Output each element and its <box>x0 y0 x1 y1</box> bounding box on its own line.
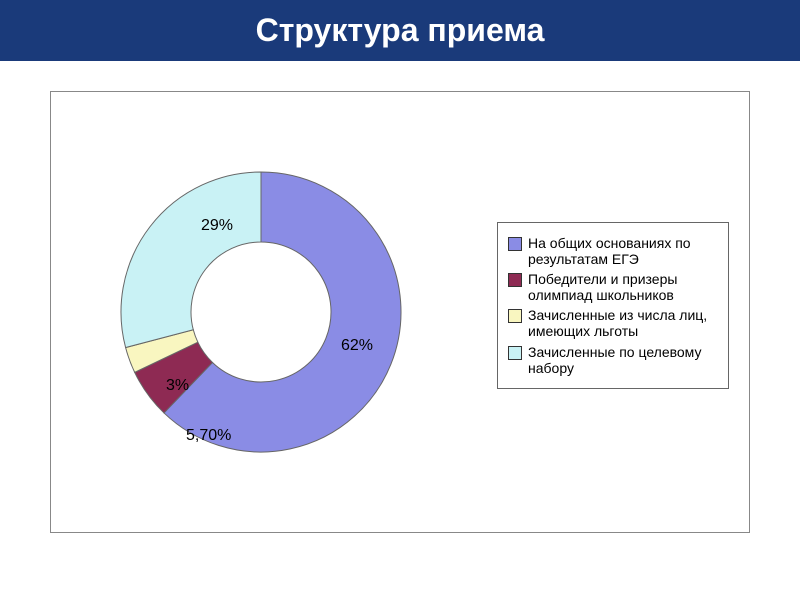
slice-label: 3% <box>166 377 189 395</box>
slice-label: 5,70% <box>186 427 231 445</box>
page-header: Структура приема <box>0 0 800 61</box>
legend-swatch <box>508 346 522 360</box>
donut-area: 62% 5,70% 3% 29% <box>51 92 471 532</box>
legend-item: На общих основаниях по результатам ЕГЭ <box>508 235 718 267</box>
slice-label: 29% <box>201 217 233 235</box>
legend-item: Зачисленные из числа лиц, имеющих льготы <box>508 307 718 339</box>
chart-container: 62% 5,70% 3% 29% На общих основаниях по рез… <box>50 91 750 533</box>
legend-item: Победители и призеры олимпиад школьников <box>508 271 718 303</box>
legend-item: Зачисленные по целевому набору <box>508 344 718 376</box>
legend-text: Зачисленные по целевому набору <box>528 344 718 376</box>
legend: На общих основаниях по результатам ЕГЭ По… <box>497 222 729 389</box>
legend-text: Зачисленные из числа лиц, имеющих льготы <box>528 307 718 339</box>
legend-swatch <box>508 273 522 287</box>
legend-swatch <box>508 309 522 323</box>
legend-swatch <box>508 237 522 251</box>
slice-label: 62% <box>341 337 373 355</box>
donut-slice <box>121 172 261 348</box>
legend-text: Победители и призеры олимпиад школьников <box>528 271 718 303</box>
page-title: Структура приема <box>256 12 545 48</box>
legend-text: На общих основаниях по результатам ЕГЭ <box>528 235 718 267</box>
donut-chart <box>101 152 421 472</box>
